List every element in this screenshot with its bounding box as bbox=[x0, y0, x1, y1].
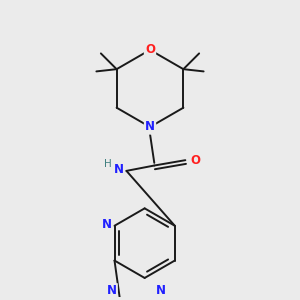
Text: O: O bbox=[191, 154, 201, 167]
Text: N: N bbox=[114, 163, 124, 176]
Text: N: N bbox=[107, 284, 117, 297]
Text: N: N bbox=[145, 121, 155, 134]
Text: H: H bbox=[104, 160, 112, 170]
Text: N: N bbox=[102, 218, 112, 231]
Text: O: O bbox=[145, 44, 155, 56]
Text: N: N bbox=[156, 284, 166, 297]
